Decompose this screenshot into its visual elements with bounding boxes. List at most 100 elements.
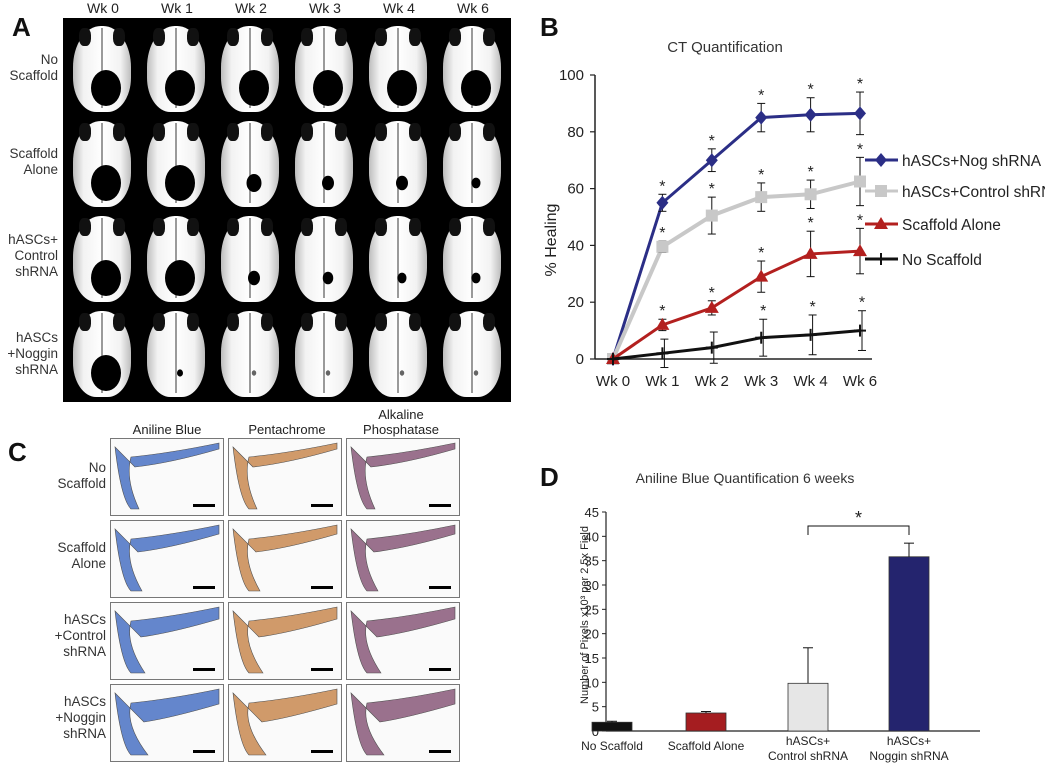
panel-label-a: A [12, 12, 31, 42]
orbit [483, 218, 495, 236]
suture [471, 123, 473, 203]
tissue-section [114, 524, 220, 592]
significance-star: * [807, 215, 813, 232]
significance-star: * [659, 303, 665, 320]
series-scaffold-alone: * * * * * [606, 212, 867, 364]
panel-label-b: B [540, 12, 559, 42]
legend-label: hASCs+Nog shRNA [902, 153, 1042, 170]
orbit [449, 313, 461, 331]
significance-bracket [807, 525, 910, 535]
x-tick-label: Wk 3 [744, 373, 778, 390]
suture [175, 313, 177, 393]
x-tick-label: Control shRNA [768, 749, 848, 763]
histology-section [346, 602, 460, 680]
orbit [409, 28, 421, 46]
orbit [483, 28, 495, 46]
orbit [335, 313, 347, 331]
y-tick-label: 20 [567, 294, 584, 311]
ct-scan-image [215, 307, 285, 399]
scale-bar [311, 750, 333, 753]
tissue-section [232, 606, 338, 674]
significance-star: * [758, 87, 764, 104]
data-point [755, 110, 768, 125]
significance-star: * [659, 225, 665, 242]
suture [397, 218, 399, 298]
x-tick-label: hASCs+ [887, 734, 931, 748]
x-tick-label: hASCs+ [786, 734, 830, 748]
calvarial-defect [461, 70, 491, 106]
y-tick-label: 40 [567, 237, 584, 254]
orbit [335, 123, 347, 141]
data-point [704, 300, 719, 313]
orbit [227, 123, 239, 141]
significance-star: * [857, 212, 863, 229]
ct-scan-image [141, 22, 211, 114]
suture [101, 123, 103, 203]
orbit [261, 123, 273, 141]
legend-marker [875, 185, 887, 197]
stain-column-header: Alkaline Phosphatase [363, 407, 439, 437]
scale-bar [429, 668, 451, 671]
orbit [153, 218, 165, 236]
orbit [113, 313, 125, 331]
y-tick-label: 45 [585, 505, 599, 520]
y-tick-label: 20 [585, 627, 599, 642]
orbit [409, 123, 421, 141]
tissue-section [114, 688, 220, 756]
scale-bar [193, 668, 215, 671]
ct-scan-image [67, 117, 137, 209]
y-tick-label: 0 [592, 724, 599, 739]
y-tick-label: 5 [592, 700, 599, 715]
orbit [483, 313, 495, 331]
data-point [854, 106, 866, 121]
orbit [449, 28, 461, 46]
tissue-section [350, 442, 456, 510]
row-label: hASCs+ Control shRNA [8, 232, 58, 279]
orbit [375, 123, 387, 141]
calvarial-defect [471, 177, 481, 189]
significance-star: * [709, 133, 715, 150]
scale-bar [429, 750, 451, 753]
calvarial-defect [473, 370, 479, 376]
ct-scan-image [141, 212, 211, 304]
orbit [79, 123, 91, 141]
week-column-header: Wk 0 [87, 0, 119, 16]
calvarial-defect [397, 272, 407, 284]
ct-quantification-chart: CT Quantification % Healing 0 20 40 60 80 100… [543, 39, 1045, 390]
histology-section [110, 602, 224, 680]
tissue-section [232, 688, 338, 756]
y-tick-label: 25 [585, 602, 599, 617]
y-axis-label: % Healing [543, 204, 560, 277]
tissue-section [350, 524, 456, 592]
orbit [375, 313, 387, 331]
calvarial-defect [251, 370, 257, 376]
orbit [261, 218, 273, 236]
histology-section [110, 520, 224, 598]
suture [249, 313, 251, 393]
suture [471, 218, 473, 298]
suture [323, 123, 325, 203]
scale-bar [193, 504, 215, 507]
orbit [113, 123, 125, 141]
significance-star: * [659, 178, 665, 195]
x-tick-label: Wk 2 [695, 373, 729, 390]
y-tick-label: 100 [559, 67, 584, 84]
orbit [449, 218, 461, 236]
orbit [301, 218, 313, 236]
orbit [409, 313, 421, 331]
tissue-section [350, 688, 456, 756]
ct-scan-image [67, 212, 137, 304]
calvarial-defect [239, 70, 269, 106]
orbit [227, 218, 239, 236]
tissue-section [114, 606, 220, 674]
suture [249, 28, 251, 108]
y-tick-label: 60 [567, 181, 584, 198]
x-tick-label: No Scaffold [581, 739, 643, 753]
ct-scan-image [437, 22, 507, 114]
calvarial-defect [165, 165, 195, 201]
data-point [705, 209, 718, 222]
ct-scan-image [363, 212, 433, 304]
ct-scan-image [437, 307, 507, 399]
data-point [656, 240, 669, 253]
histology-section [228, 602, 342, 680]
